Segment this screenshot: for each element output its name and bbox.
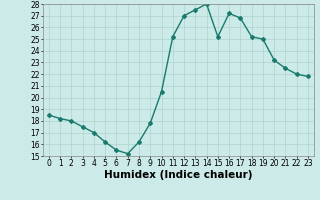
X-axis label: Humidex (Indice chaleur): Humidex (Indice chaleur) <box>104 170 253 180</box>
